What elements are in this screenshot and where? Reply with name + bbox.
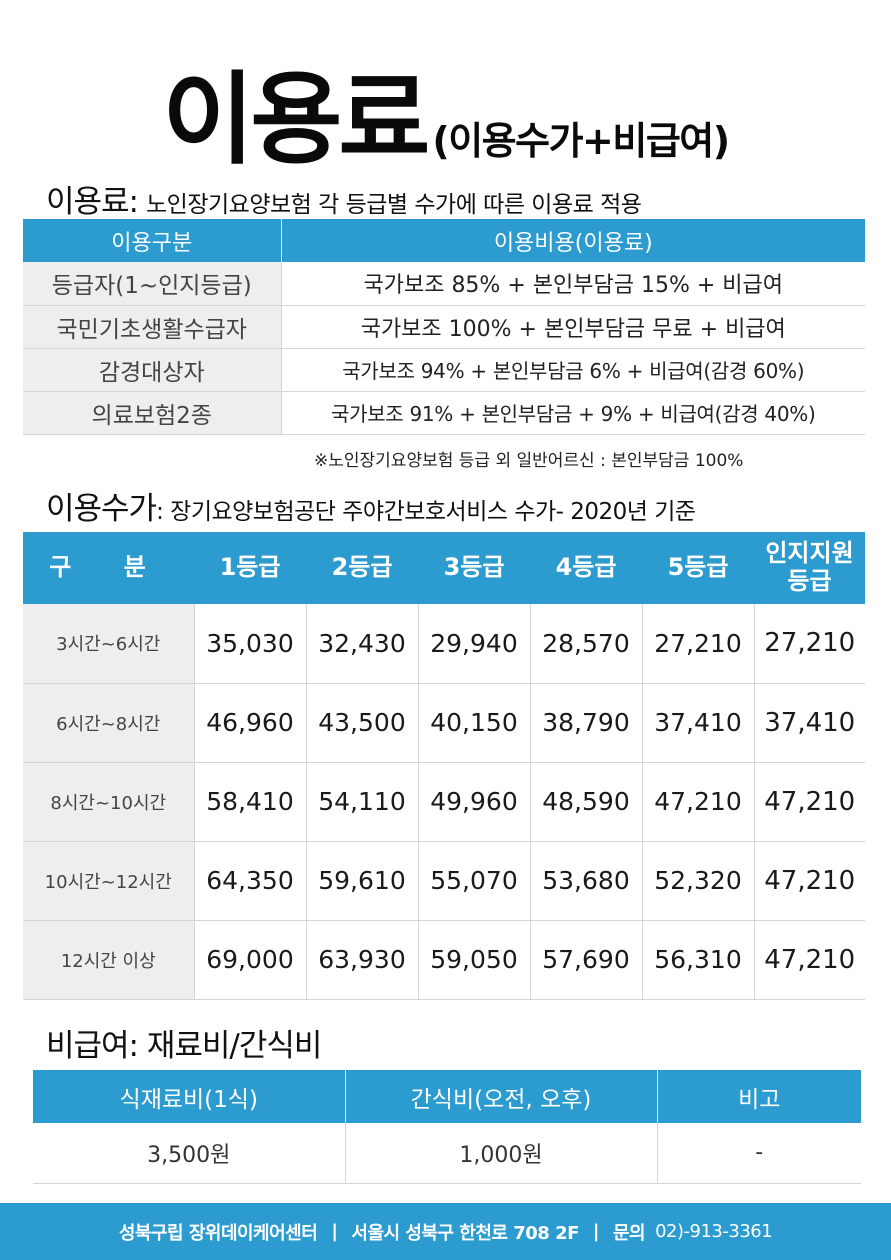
rate-cell: 55,070 (418, 841, 531, 921)
fee-note: ※노인장기요양보험 등급 외 일반어르신 : 본인부담금 100% (314, 451, 744, 471)
page-title: 이용료 (이용수가+비급여) (0, 40, 891, 170)
rate-row-label: 3시간~6시간 (23, 604, 195, 684)
footer-center-name: 성북구립 장위데이케어센터 (118, 1222, 318, 1244)
fee-col-header: 이용구분 (23, 219, 282, 262)
rate-cell: 27,210 (754, 604, 865, 684)
footer-phone: 02)-913-3361 (655, 1221, 773, 1242)
meal-table: 식재료비(1식) 간식비(오전, 오후) 비고 3,500원 1,000원 - (33, 1070, 861, 1184)
rate-cell: 58,410 (194, 762, 307, 842)
rate-heading: 이용수가 (46, 491, 157, 527)
meal-col-header: 간식비(오전, 오후) (344, 1070, 657, 1123)
fee-row-value: 국가보조 100% + 본인부담금 무료 + 비급여 (281, 305, 865, 349)
footer-separator: | (592, 1221, 600, 1242)
rate-cell: 52,320 (642, 841, 755, 921)
fee-row-value: 국가보조 91% + 본인부담금 + 9% + 비급여(감경 40%) (281, 391, 865, 435)
rate-col-header: 구 분 (23, 532, 194, 604)
rate-col-header: 3등급 (418, 532, 530, 604)
table-row: 감경대상자 국가보조 94% + 본인부담금 6% + 비급여(감경 60%) (23, 348, 865, 392)
table-row: 3시간~6시간 35,030 32,430 29,940 28,570 27,2… (23, 604, 865, 684)
rate-col-header: 인지지원 등급 (754, 532, 865, 604)
meal-cell: 3,500원 (33, 1123, 345, 1184)
meal-col-header: 비고 (656, 1070, 861, 1123)
rate-row-label: 10시간~12시간 (23, 841, 195, 921)
rate-cell: 64,350 (194, 841, 307, 921)
table-row: 12시간 이상 69,000 63,930 59,050 57,690 56,3… (23, 920, 865, 1000)
table-row: 국민기초생활수급자 국가보조 100% + 본인부담금 무료 + 비급여 (23, 305, 865, 349)
fee-row-label: 국민기초생활수급자 (23, 305, 282, 349)
title-main: 이용료 (162, 61, 430, 178)
footer-bar: 성북구립 장위데이케어센터 | 서울시 성북구 한천로 708 2F | 문의 … (0, 1203, 891, 1260)
fee-row-label: 의료보험2종 (23, 391, 282, 435)
rate-cell: 43,500 (306, 683, 419, 763)
rate-cell: 27,210 (642, 604, 755, 684)
footer-separator: | (331, 1221, 338, 1242)
rate-cell: 57,690 (530, 920, 643, 1000)
rate-col-header: 5등급 (642, 532, 754, 604)
fee-subheading: 노인장기요양보험 각 등급별 수가에 따른 이용료 적용 (146, 192, 642, 218)
rate-subheading: : 장기요양보험공단 주야간보호서비스 수가- 2020년 기준 (156, 499, 696, 525)
rate-cell: 37,410 (754, 683, 865, 763)
rate-cell: 56,310 (642, 920, 755, 1000)
rate-cell: 49,960 (418, 762, 531, 842)
table-row: 8시간~10시간 58,410 54,110 49,960 48,590 47,… (23, 762, 865, 842)
rate-row-label: 12시간 이상 (23, 920, 195, 1000)
meal-section-heading: 비급여: 재료비/간식비 (46, 1020, 322, 1065)
table-row: 등급자(1~인지등급) 국가보조 85% + 본인부담금 15% + 비급여 (23, 262, 865, 306)
rate-cell: 54,110 (306, 762, 419, 842)
rate-cell: 40,150 (418, 683, 531, 763)
title-sub: (이용수가+비급여) (432, 119, 730, 163)
fee-row-value: 국가보조 94% + 본인부담금 6% + 비급여(감경 60%) (281, 348, 865, 392)
table-row: 10시간~12시간 64,350 59,610 55,070 53,680 52… (23, 841, 865, 921)
rate-cell: 48,590 (530, 762, 643, 842)
table-row: 6시간~8시간 46,960 43,500 40,150 38,790 37,4… (23, 683, 865, 763)
rate-cell: 35,030 (194, 604, 307, 684)
table-row: 의료보험2종 국가보조 91% + 본인부담금 + 9% + 비급여(감경 40… (23, 391, 865, 435)
rate-cell: 47,210 (754, 762, 865, 842)
rate-cell: 47,210 (642, 762, 755, 842)
rate-col-header: 4등급 (530, 532, 642, 604)
meal-cell: - (656, 1123, 861, 1184)
rate-cell: 29,940 (418, 604, 531, 684)
rate-cell: 59,050 (418, 920, 531, 1000)
rate-table: 구 분 1등급 2등급 3등급 4등급 5등급 인지지원 등급 3시간~6시간 … (23, 532, 865, 1000)
rate-cell: 38,790 (530, 683, 643, 763)
rate-cell: 63,930 (306, 920, 419, 1000)
rate-cell: 46,960 (194, 683, 307, 763)
rate-cell: 32,430 (306, 604, 419, 684)
fee-row-label: 감경대상자 (23, 348, 282, 392)
meal-cell: 1,000원 (344, 1123, 657, 1184)
meal-heading: 비급여: 재료비/간식비 (46, 1028, 322, 1064)
rate-col-header: 2등급 (306, 532, 418, 604)
fee-table: 이용구분 이용비용(이용료) 등급자(1~인지등급) 국가보조 85% + 본인… (23, 219, 865, 435)
fee-row-value: 국가보조 85% + 본인부담금 15% + 비급여 (281, 262, 865, 306)
rate-cell: 69,000 (194, 920, 307, 1000)
rate-cell: 47,210 (754, 920, 865, 1000)
fee-col-header: 이용비용(이용료) (281, 219, 865, 262)
rate-row-label: 8시간~10시간 (23, 762, 195, 842)
rate-cell: 47,210 (754, 841, 865, 921)
fee-section-heading: 이용료: 노인장기요양보험 각 등급별 수가에 따른 이용료 적용 (46, 176, 642, 221)
rate-cell: 37,410 (642, 683, 755, 763)
rate-col-header: 1등급 (194, 532, 306, 604)
fee-row-label: 등급자(1~인지등급) (23, 262, 282, 306)
rate-row-label: 6시간~8시간 (23, 683, 195, 763)
meal-col-header: 식재료비(1식) (33, 1070, 345, 1123)
footer-address: 서울시 성북구 한천로 708 2F (351, 1222, 579, 1244)
rate-cell: 28,570 (530, 604, 643, 684)
table-row: 3,500원 1,000원 - (33, 1123, 861, 1184)
rate-section-heading: 이용수가 : 장기요양보험공단 주야간보호서비스 수가- 2020년 기준 (46, 483, 696, 528)
rate-cell: 53,680 (530, 841, 643, 921)
footer-contact-label: 문의 (612, 1222, 646, 1244)
rate-cell: 59,610 (306, 841, 419, 921)
fee-heading: 이용료: (46, 184, 139, 220)
